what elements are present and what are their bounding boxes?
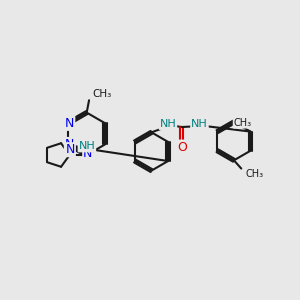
Text: N: N xyxy=(65,138,74,151)
Text: N: N xyxy=(65,117,74,130)
Text: N: N xyxy=(65,117,74,130)
Text: NH: NH xyxy=(79,142,95,152)
Text: NH: NH xyxy=(160,119,176,129)
Text: N: N xyxy=(83,147,93,160)
Text: CH₃: CH₃ xyxy=(233,118,252,128)
Text: NH: NH xyxy=(191,119,208,129)
Text: CH₃: CH₃ xyxy=(92,89,111,99)
Text: N: N xyxy=(65,143,75,156)
Text: CH₃: CH₃ xyxy=(246,169,264,179)
Text: O: O xyxy=(177,141,187,154)
